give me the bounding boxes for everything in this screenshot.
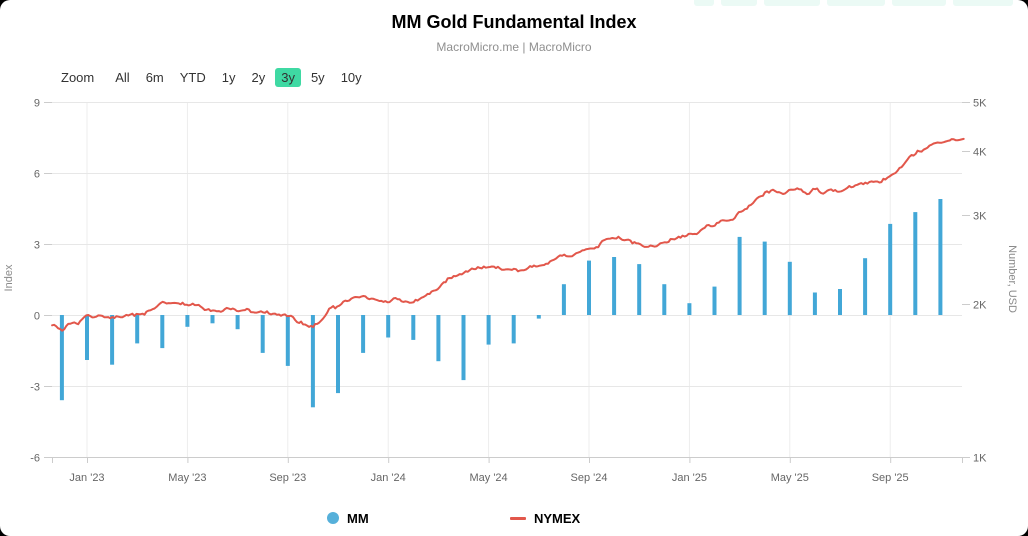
x-axis-tick-label: Jan '25 — [672, 472, 707, 484]
left-axis-tick-label: 3 — [34, 240, 40, 252]
x-axis-tick-label: May '23 — [168, 472, 206, 484]
mm-bar-Dec22[interactable] — [59, 315, 64, 401]
mm-bar-Oct23[interactable] — [310, 315, 315, 408]
mm-bar-May23[interactable] — [185, 315, 190, 327]
mm-bar-Aug23[interactable] — [260, 315, 265, 353]
mm-bar-Sep24[interactable] — [587, 260, 591, 315]
mm-bar-Sep23[interactable] — [285, 315, 290, 366]
mm-bar-Mar23[interactable] — [135, 315, 140, 344]
chart-subtitle: MacroMicro.me | MacroMicro — [436, 40, 592, 54]
legend-marker-nymex — [510, 516, 526, 520]
left-axis-tick-label: 6 — [34, 169, 40, 181]
x-axis-tick-label: Jan '24 — [371, 472, 406, 484]
mm-bar-Sep25[interactable] — [888, 223, 893, 315]
mm-bar-Oct24[interactable] — [612, 257, 617, 315]
mm-bar-Feb24[interactable] — [411, 315, 416, 340]
mm-bar-Jun25[interactable] — [812, 292, 817, 316]
zoom-label: Zoom — [61, 70, 95, 85]
range-button-1y[interactable]: 1y — [221, 70, 236, 85]
mm-bar-Feb23[interactable] — [110, 315, 115, 365]
cropped-toolbar-button — [694, 0, 714, 6]
mm-bar-Jul24[interactable] — [536, 315, 541, 319]
left-axis-tick-label: 9 — [34, 98, 40, 110]
range-button-5y[interactable]: 5y — [310, 70, 325, 85]
legend-item-nymex[interactable]: NYMEX — [510, 508, 580, 528]
right-axis-tick-label: 2K — [973, 300, 987, 312]
x-axis-tick-label: Sep '24 — [571, 472, 608, 484]
mm-bar-Jul25[interactable] — [838, 289, 842, 315]
cropped-toolbar-button — [953, 0, 1013, 6]
mm-bar-Aug24[interactable] — [561, 284, 566, 315]
legend-marker-mm — [327, 512, 339, 524]
cropped-toolbar-button — [721, 0, 757, 6]
mm-bar-Jul23[interactable] — [235, 315, 240, 330]
page-title: MM Gold Fundamental Index — [391, 12, 637, 32]
nymex-line[interactable] — [51, 137, 965, 332]
legend-label: MM — [347, 510, 369, 526]
x-axis-tick-label: Sep '25 — [872, 472, 909, 484]
cropped-toolbar-button — [827, 0, 885, 6]
mm-bar-Jun23[interactable] — [210, 315, 215, 324]
range-button-10y[interactable]: 10y — [340, 70, 362, 85]
mm-bar-Jun24[interactable] — [511, 315, 516, 344]
mm-bar-Mar24[interactable] — [436, 315, 441, 362]
x-axis-tick-label: Jan '23 — [69, 472, 104, 484]
mm-bar-Apr23[interactable] — [160, 315, 165, 349]
mm-bar-Mar25[interactable] — [737, 236, 742, 315]
mm-bar-Nov24[interactable] — [637, 264, 642, 315]
mm-bar-May24[interactable] — [486, 315, 491, 345]
mm-bar-Nov25[interactable] — [938, 199, 943, 315]
left-axis-tick-label: -3 — [30, 382, 40, 394]
legend-label: NYMEX — [534, 510, 581, 526]
cropped-toolbar-button — [764, 0, 820, 6]
mm-bar-Jan25[interactable] — [687, 303, 692, 315]
right-axis-tick-label: 3K — [973, 211, 987, 223]
right-axis-tick-label: 1K — [973, 453, 987, 465]
mm-bar-Nov23[interactable] — [336, 315, 340, 394]
mm-bar-Aug25[interactable] — [863, 258, 868, 315]
range-button-ytd[interactable]: YTD — [179, 70, 206, 85]
legend-item-mm[interactable]: MM — [327, 508, 369, 528]
range-button-6m[interactable]: 6m — [145, 70, 164, 85]
x-axis-tick-label: Sep '23 — [269, 472, 306, 484]
left-axis-tick-label: -6 — [30, 453, 40, 465]
mm-bar-Jan23[interactable] — [85, 315, 89, 360]
range-selector: Zoom All 6m YTD 1y 2y 3y 5y 10y — [56, 68, 368, 87]
mm-bar-Apr25[interactable] — [762, 241, 767, 315]
mm-bar-Feb25[interactable] — [712, 286, 717, 315]
mm-bar-Dec24[interactable] — [662, 284, 667, 315]
mm-bar-Dec23[interactable] — [361, 315, 366, 353]
cropped-toolbar-button — [892, 0, 946, 6]
cropped-top-toolbar — [694, 0, 1013, 6]
right-axis-tick-label: 5K — [973, 98, 987, 110]
range-button-3y[interactable]: 3y — [275, 68, 301, 87]
mm-bar-Oct25[interactable] — [913, 212, 918, 315]
x-axis-tick-label: May '24 — [470, 472, 508, 484]
mm-bar-May25[interactable] — [787, 261, 792, 316]
range-button-all[interactable]: All — [115, 70, 130, 85]
left-axis-tick-label: 0 — [34, 311, 40, 323]
mm-bar-Jan24[interactable] — [386, 315, 391, 338]
range-button-2y[interactable]: 2y — [251, 70, 266, 85]
mm-bar-Apr24[interactable] — [461, 315, 466, 381]
x-axis-tick-label: May '25 — [771, 472, 809, 484]
right-axis-tick-label: 4K — [973, 147, 987, 159]
